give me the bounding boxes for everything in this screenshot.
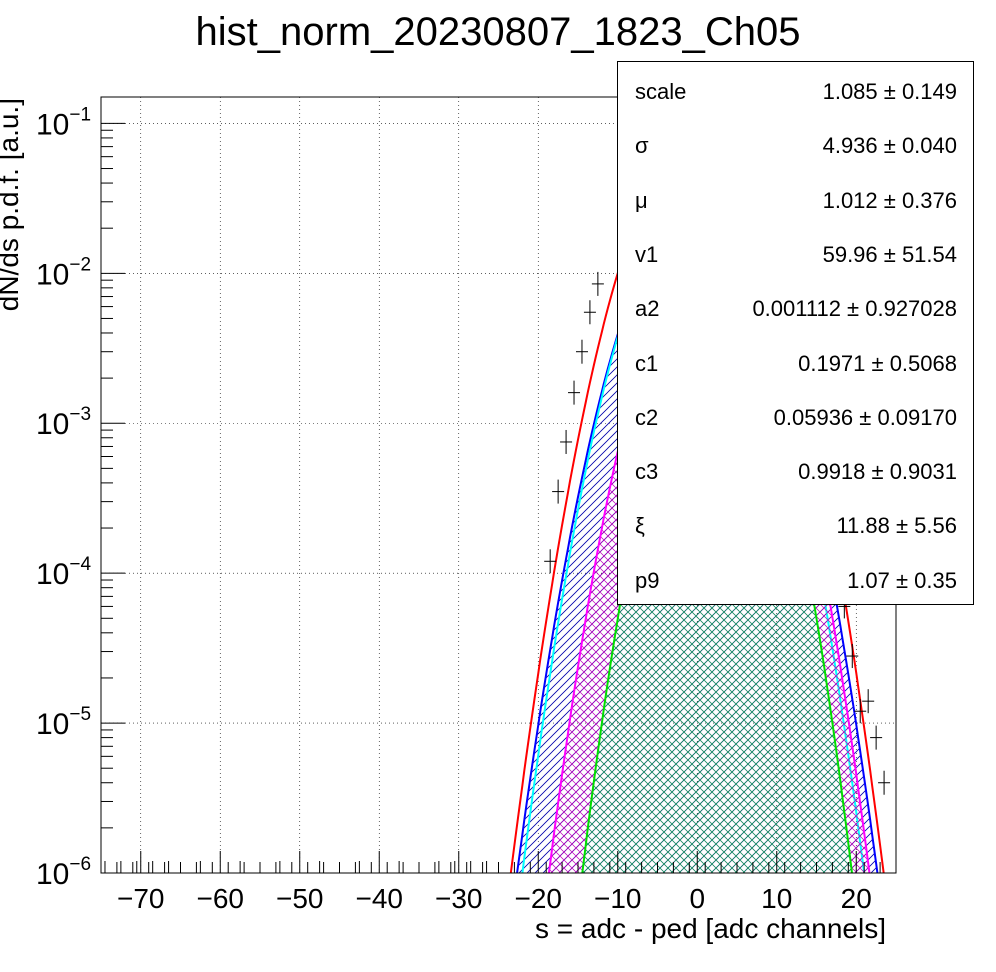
stat-name: c3: [635, 459, 659, 485]
stat-name: p9: [635, 567, 660, 593]
data-point: [393, 861, 406, 873]
stat-row: ξ 11.88 ± 5.56: [618, 497, 973, 551]
data-point: [575, 339, 588, 364]
stat-row: c1 0.1971 ± 0.5068: [618, 335, 973, 389]
x-tick-label: −10: [594, 883, 642, 914]
stat-row: c2 0.05936 ± 0.09170: [618, 389, 973, 443]
x-tick-label: 20: [841, 883, 872, 914]
stat-row: p9 1.07 ± 0.35: [618, 552, 973, 606]
x-tick-label: −40: [356, 883, 404, 914]
stat-value: 11.88 ± 5.56: [836, 513, 957, 539]
data-point: [432, 861, 445, 873]
stat-name: scale: [635, 79, 687, 104]
x-tick-label: −60: [197, 883, 245, 914]
data-point: [273, 861, 286, 873]
stat-value: 1.012 ± 0.376: [822, 187, 957, 213]
data-point: [878, 770, 891, 795]
stat-name: a2: [635, 296, 660, 322]
stat-value: 0.9918 ± 0.9031: [798, 459, 957, 485]
data-point: [464, 861, 477, 873]
data-point: [162, 861, 175, 873]
data-point: [448, 861, 461, 873]
chart-title: hist_norm_20230807_1823_Ch05: [195, 10, 801, 54]
data-point: [583, 300, 596, 325]
stat-value: 4.936 ± 0.040: [822, 133, 957, 159]
data-point: [146, 861, 159, 873]
stat-row: a2 0.001112 ± 0.927028: [618, 280, 973, 334]
stat-value: 0.05936 ± 0.09170: [773, 404, 957, 430]
stat-row: c3 0.9918 ± 0.9031: [618, 443, 973, 497]
x-axis: −70 −60 −50 −40 −30 −20 −10 0 10 20: [100, 851, 897, 914]
x-tick-label: 10: [761, 883, 792, 914]
data-point: [846, 644, 859, 669]
data-point: [862, 689, 875, 714]
y-tick-label: 10−3: [36, 404, 91, 441]
x-tick-label: −50: [276, 883, 324, 914]
y-axis-label: dN/ds p.d.f. [a.u.]: [0, 98, 24, 311]
data-point: [560, 429, 573, 454]
x-tick-label: −70: [117, 883, 165, 914]
stat-name: c1: [635, 350, 659, 376]
stat-row: μ 1.012 ± 0.376: [618, 172, 973, 226]
fit-stats-box: scale 1.085 ± 0.149 σ 4.936 ± 0.040 μ 1.012 ±…: [617, 61, 974, 605]
y-tick-label: 10−5: [36, 704, 91, 741]
data-point: [101, 861, 111, 873]
stat-name: v1: [635, 241, 659, 267]
y-tick-label: 10−2: [36, 254, 91, 291]
data-point: [552, 479, 565, 504]
data-point: [234, 861, 247, 873]
data-point: [194, 861, 207, 873]
y-axis: 10−1 10−2 10−3 10−4 10−5 10−6: [36, 104, 125, 891]
data-point: [313, 861, 326, 873]
stat-value: 0.001112 ± 0.927028: [752, 296, 957, 322]
stat-value: 59.96 ± 51.54: [822, 241, 957, 267]
data-point: [854, 699, 867, 724]
data-point: [568, 380, 581, 405]
x-tick-label: −30: [435, 883, 483, 914]
y-tick-label: 10−6: [36, 854, 91, 891]
stat-row: v1 59.96 ± 51.54: [618, 226, 973, 280]
data-point: [114, 861, 127, 873]
stat-row: σ 4.936 ± 0.040: [618, 117, 973, 171]
stat-value: 0.1971 ± 0.5068: [798, 350, 957, 376]
y-tick-label: 10−4: [36, 554, 91, 591]
data-point: [544, 549, 557, 574]
data-point: [353, 861, 366, 873]
stat-name: σ: [635, 133, 649, 159]
data-point: [591, 271, 604, 296]
stat-name: μ: [635, 187, 648, 213]
data-point: [130, 861, 143, 873]
stat-value: 1.085 ± 0.149: [822, 79, 957, 104]
x-tick-label: −20: [515, 883, 563, 914]
data-points: [101, 271, 891, 873]
stat-row: scale 1.085 ± 0.149: [618, 63, 973, 117]
data-point: [870, 725, 883, 750]
stat-name: c2: [635, 404, 659, 430]
x-tick-label: 0: [689, 883, 705, 914]
y-tick-label: 10−1: [36, 104, 91, 141]
x-axis-label: s = adc - ped [adc channels]: [535, 913, 886, 944]
data-point: [480, 861, 493, 873]
stat-value: 1.07 ± 0.35: [847, 567, 957, 593]
stat-name: ξ: [635, 513, 645, 539]
